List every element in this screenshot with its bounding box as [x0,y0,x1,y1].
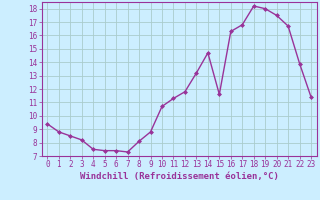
X-axis label: Windchill (Refroidissement éolien,°C): Windchill (Refroidissement éolien,°C) [80,172,279,181]
